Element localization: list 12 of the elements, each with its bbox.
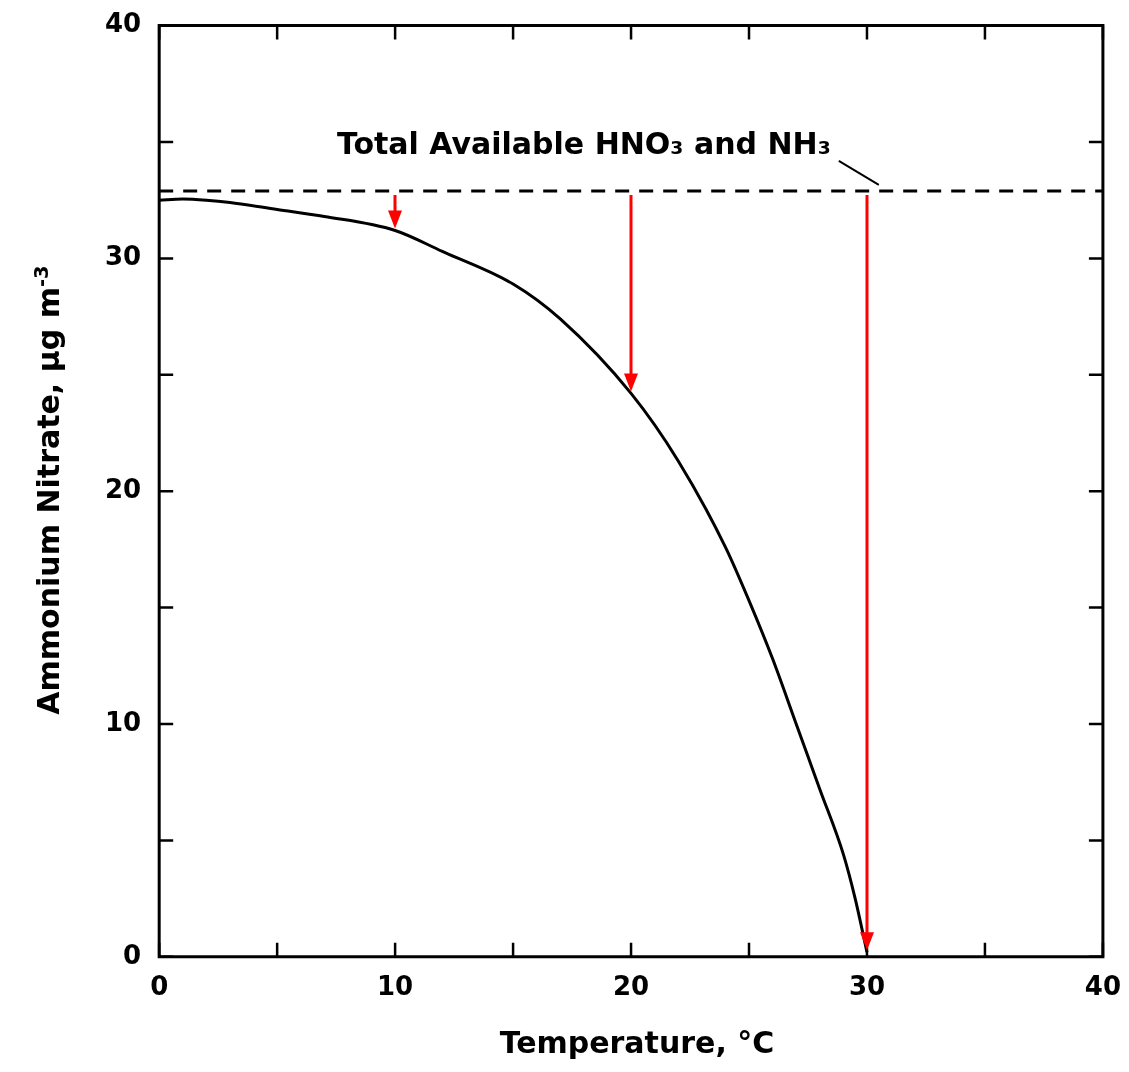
y-tick-label: 30 [104, 241, 142, 272]
y-tick-label: 0 [123, 939, 142, 970]
x-tick-label: 30 [848, 971, 886, 1002]
x-axis-title: Temperature, °C [499, 1025, 775, 1060]
x-tick-label: 10 [377, 971, 414, 1002]
y-tick-label: 10 [104, 706, 142, 737]
x-tick-label: 40 [1084, 971, 1121, 1002]
ref-line-label: Total Available HNO₃ and NH₃ [336, 125, 831, 161]
x-tick-label: 20 [612, 971, 650, 1002]
y-tick-label: 40 [104, 8, 142, 39]
x-tick-label: 0 [150, 971, 169, 1002]
y-tick-label: 20 [104, 473, 142, 504]
